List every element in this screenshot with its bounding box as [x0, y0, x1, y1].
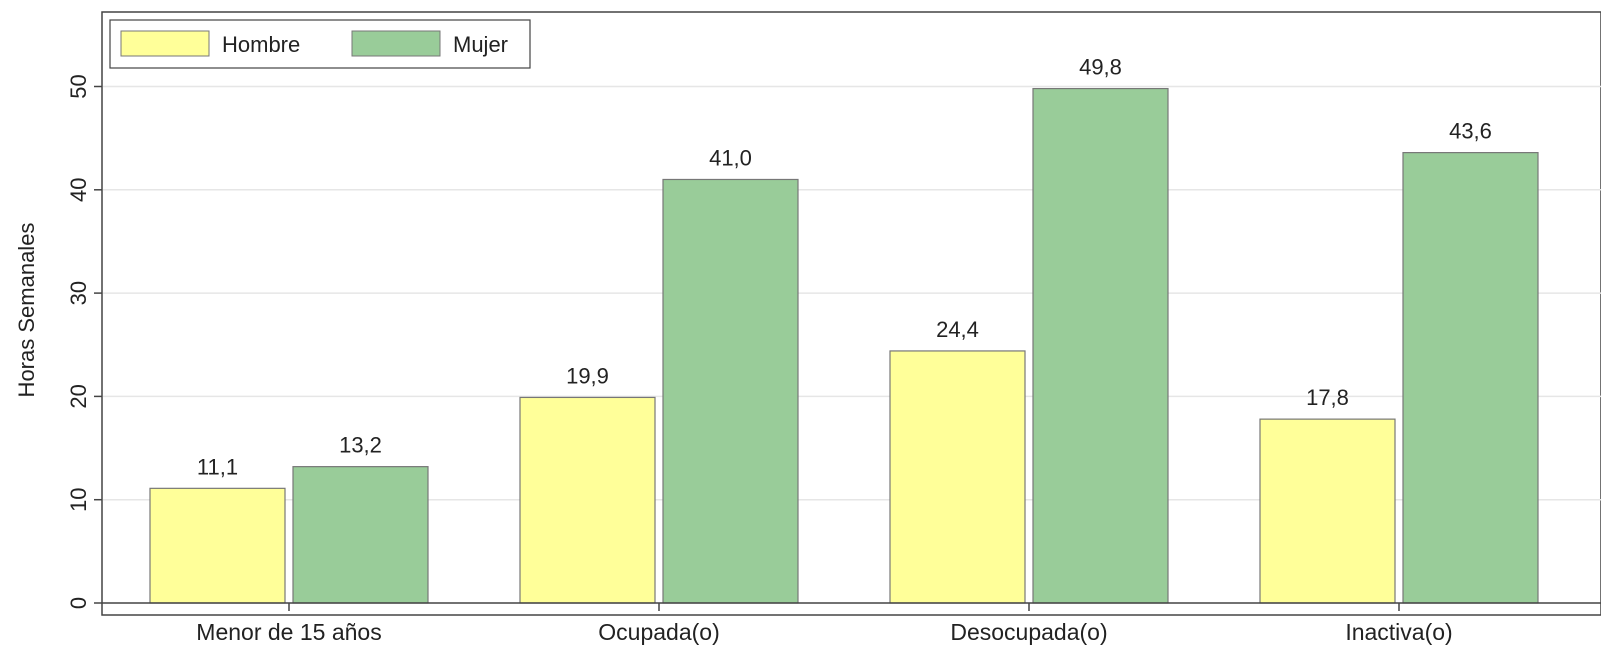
x-axis: Menor de 15 años Ocupada(o) Desocupada(o) I… [102, 602, 1601, 645]
bar-mujer-0 [292, 466, 429, 604]
x-tick-label-0: Menor de 15 años [196, 619, 381, 645]
x-tick-label-1: Ocupada(o) [598, 619, 719, 645]
bar-mujer-1 [662, 178, 799, 604]
data-label-mujer-0: 13,2 [339, 433, 382, 458]
data-label-hombre-1: 19,9 [566, 363, 609, 388]
x-tick-label-2: Desocupada(o) [950, 619, 1107, 645]
y-tick-label-30: 30 [66, 281, 91, 305]
bar-hombre-3 [1259, 418, 1396, 604]
legend-swatch-hombre [120, 30, 210, 57]
bar-mujer-3 [1402, 152, 1539, 604]
data-label-mujer-2: 49,8 [1079, 55, 1122, 80]
y-axis: 0 10 20 30 40 50 [66, 74, 102, 609]
y-tick-label-10: 10 [66, 487, 91, 511]
data-label-hombre-0: 11,1 [197, 454, 238, 479]
y-tick-label-20: 20 [66, 384, 91, 408]
y-tick-label-50: 50 [66, 74, 91, 98]
bars [149, 87, 1539, 604]
y-axis-title: Horas Semanales [14, 223, 39, 398]
bar-mujer-2 [1032, 87, 1169, 604]
data-label-mujer-1: 41,0 [709, 145, 752, 170]
bar-hombre-2 [889, 350, 1026, 604]
legend-label-mujer: Mujer [453, 32, 508, 57]
x-tick-label-3: Inactiva(o) [1345, 619, 1452, 645]
y-tick-label-0: 0 [66, 597, 91, 609]
legend-label-hombre: Hombre [222, 32, 300, 57]
bar-hombre-0 [149, 487, 286, 604]
data-labels: 11,1 13,2 19,9 41,0 24,4 49,8 17,8 43,6 [197, 55, 1492, 480]
data-label-hombre-2: 24,4 [936, 317, 979, 342]
legend-swatch-mujer [351, 30, 441, 57]
legend: Hombre Mujer [109, 19, 531, 69]
data-label-mujer-3: 43,6 [1449, 119, 1492, 144]
y-tick-label-40: 40 [66, 178, 91, 202]
data-label-hombre-3: 17,8 [1306, 385, 1349, 410]
bar-hombre-1 [519, 396, 656, 604]
